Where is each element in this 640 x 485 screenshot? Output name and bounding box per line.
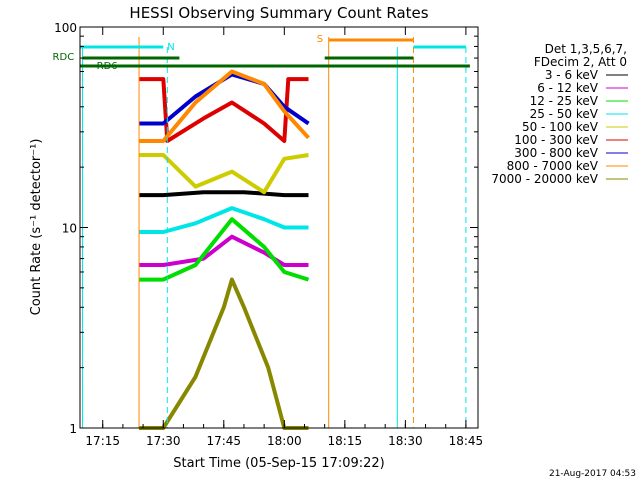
- series-line-7: [139, 72, 310, 126]
- series-line-1: [139, 190, 309, 198]
- x-tick-label-6: 18:30: [388, 434, 423, 448]
- legend-label-2: 6 - 12 keV: [537, 81, 599, 95]
- x-tick-label-4: 18:00: [267, 434, 302, 448]
- marker-layer: N S RDC RD6: [53, 34, 470, 428]
- legend-label-7: 300 - 800 keV: [514, 146, 598, 160]
- series-line-4: [139, 206, 309, 234]
- legend: Det 1,3,5,6,7, FDecim 2, Att 0 3 - 6 keV…: [491, 42, 628, 186]
- legend-header-line-2: FDecim 2, Att 0: [534, 55, 627, 69]
- annotation-label-s: S: [317, 34, 323, 45]
- series-line-9: [139, 277, 309, 430]
- annotation-label-rd6: RD6: [97, 61, 118, 72]
- x-tick-label-5: 18:15: [328, 434, 363, 448]
- data-layer: [139, 69, 310, 430]
- series-line-6: [139, 77, 309, 143]
- legend-header-line-1: Det 1,3,5,6,7,: [545, 42, 627, 56]
- x-tick-label-1: 17:15: [85, 434, 120, 448]
- annotation-label-rdc: RDC: [53, 52, 75, 63]
- footer-timestamp: 21-Aug-2017 04:53: [549, 469, 636, 479]
- series-line-3: [139, 217, 310, 282]
- x-axis-label: Start Time (05-Sep-15 17:09:22): [173, 456, 384, 471]
- series-line-5: [139, 153, 309, 195]
- y-tick-label-1: 1: [69, 422, 77, 436]
- y-tick-label-3: 100: [54, 21, 77, 35]
- series-line-8: [139, 69, 310, 143]
- y-axis-label: Count Rate (s⁻¹ detector⁻¹): [29, 139, 44, 316]
- series-line-2: [139, 234, 309, 267]
- x-tick-label-3: 17:45: [206, 434, 241, 448]
- x-tick-label-7: 18:45: [449, 434, 484, 448]
- x-tick-label-2: 17:30: [146, 434, 181, 448]
- legend-label-9: 7000 - 20000 keV: [491, 172, 598, 186]
- legend-label-8: 800 - 7000 keV: [507, 159, 599, 173]
- chart-title: HESSI Observing Summary Count Rates: [129, 4, 428, 22]
- y-tick-label-2: 10: [62, 222, 77, 236]
- ticks-layer: 17:15 17:30 17:45 18:00 18:15 18:30 18:45 1 10 10…: [54, 21, 483, 448]
- annotation-label-n: N: [167, 42, 174, 53]
- legend-label-4: 25 - 50 keV: [530, 107, 599, 121]
- legend-label-3: 12 - 25 keV: [530, 94, 599, 108]
- legend-label-6: 100 - 300 keV: [514, 133, 598, 147]
- legend-label-5: 50 - 100 keV: [522, 120, 599, 134]
- legend-label-1: 3 - 6 keV: [545, 68, 599, 82]
